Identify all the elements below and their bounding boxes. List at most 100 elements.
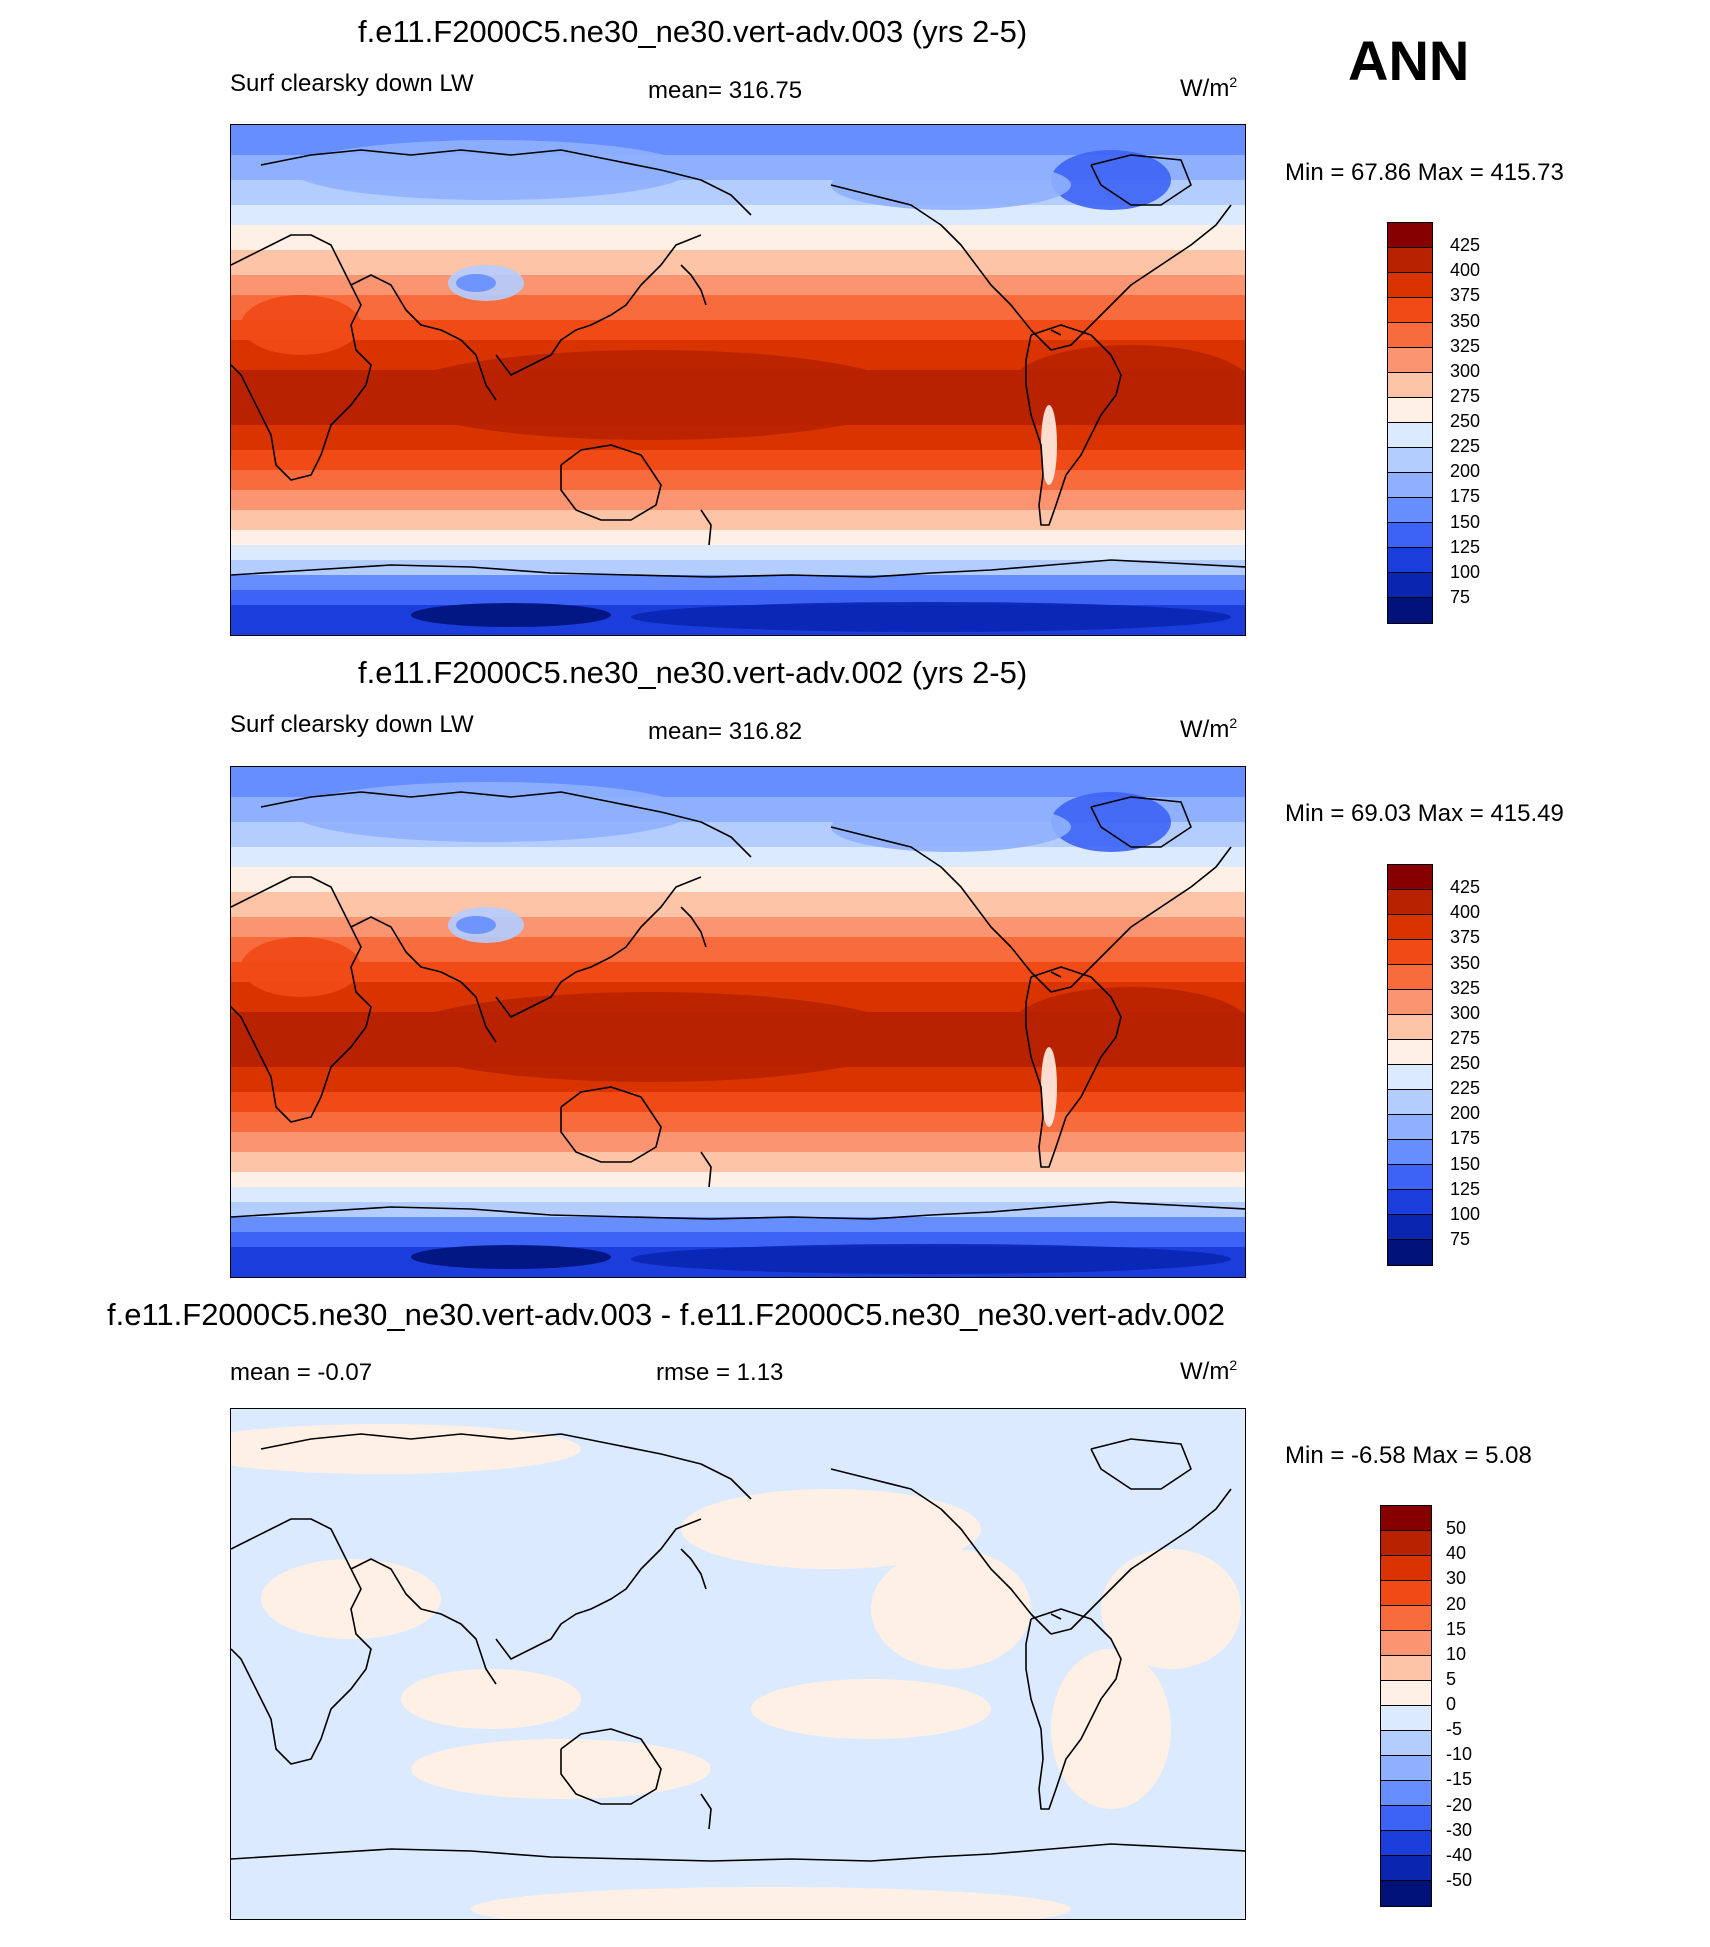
field-band bbox=[231, 250, 1245, 275]
panel2-minmax: Min = 69.03 Max = 415.49 bbox=[1285, 800, 1564, 827]
colorbar-tick-label: 0 bbox=[1446, 1694, 1457, 1714]
field-band bbox=[231, 892, 1245, 917]
panel1-minmax: Min = 67.86 Max = 415.73 bbox=[1285, 159, 1564, 186]
field-feature bbox=[631, 602, 1231, 632]
field-band bbox=[231, 320, 1245, 340]
field-feature bbox=[1041, 1047, 1057, 1127]
colorbar-swatch bbox=[1381, 1606, 1431, 1631]
diff-positive-area bbox=[751, 1679, 991, 1739]
colorbar-swatch bbox=[1388, 348, 1432, 373]
colorbar-swatch bbox=[1388, 1165, 1432, 1190]
field-band bbox=[231, 295, 1245, 320]
field-feature bbox=[241, 295, 361, 355]
colorbar-tick-label: 50 bbox=[1446, 1518, 1467, 1539]
panel2-map bbox=[230, 766, 1246, 1278]
colorbar-tick-label: 250 bbox=[1450, 411, 1481, 431]
coastline bbox=[1050, 846, 1232, 993]
field-band bbox=[231, 1187, 1245, 1202]
colorbar-swatch bbox=[1381, 1881, 1431, 1906]
colorbar-swatch bbox=[1388, 573, 1432, 598]
diff-positive-area bbox=[401, 1669, 581, 1729]
panel3-diff-field bbox=[231, 1409, 1245, 1919]
field-feature bbox=[391, 350, 911, 440]
colorbar-tick-label: 225 bbox=[1450, 1078, 1481, 1099]
field-band bbox=[231, 560, 1245, 575]
colorbar-swatch bbox=[1388, 890, 1432, 915]
field-band bbox=[231, 1132, 1245, 1152]
field-band bbox=[231, 575, 1245, 590]
colorbar-tick-label: 125 bbox=[1450, 1178, 1481, 1199]
colorbar-swatch bbox=[1388, 915, 1432, 940]
colorbar-tick-label: 20 bbox=[1446, 1593, 1467, 1614]
panel3-colorbar bbox=[1380, 1505, 1432, 1907]
field-feature bbox=[456, 274, 496, 292]
field-band bbox=[231, 275, 1245, 295]
coastline bbox=[260, 1433, 752, 1500]
panel2-coastlines bbox=[231, 791, 1245, 1220]
field-feature bbox=[1011, 345, 1245, 425]
field-band bbox=[231, 962, 1245, 982]
colorbar-swatch bbox=[1388, 598, 1432, 623]
field-band bbox=[231, 1172, 1245, 1187]
field-band bbox=[231, 225, 1245, 250]
panel3-units: W/m2 bbox=[1180, 1357, 1238, 1385]
panel1-map-svg bbox=[231, 125, 1245, 635]
colorbar-swatch bbox=[1388, 448, 1432, 473]
colorbar-tick-label: 200 bbox=[1450, 461, 1481, 482]
colorbar-swatch bbox=[1381, 1781, 1431, 1806]
colorbar-tick-label: -30 bbox=[1446, 1819, 1473, 1840]
panel3-mean-label: mean = -0.07 bbox=[230, 1359, 373, 1386]
coastline bbox=[495, 876, 702, 1018]
panel3-map-svg bbox=[231, 1409, 1245, 1919]
colorbar-swatch bbox=[1388, 323, 1432, 348]
colorbar-swatch bbox=[1381, 1756, 1431, 1781]
coastline bbox=[1050, 971, 1062, 978]
colorbar-tick-label: 350 bbox=[1450, 952, 1481, 973]
field-band bbox=[231, 510, 1245, 530]
panel3-map bbox=[230, 1408, 1246, 1920]
panel2-field-features bbox=[241, 782, 1245, 1274]
field-feature bbox=[831, 160, 1071, 210]
colorbar-tick-label: -40 bbox=[1446, 1844, 1473, 1865]
coastline bbox=[1050, 329, 1062, 336]
colorbar-tick-label: 400 bbox=[1450, 260, 1481, 281]
coastline bbox=[700, 1151, 712, 1188]
colorbar-tick-label: 15 bbox=[1446, 1618, 1467, 1639]
colorbar-swatch bbox=[1381, 1856, 1431, 1881]
colorbar-tick-label: 40 bbox=[1446, 1543, 1467, 1564]
field-band bbox=[231, 1092, 1245, 1112]
panel3-coastlines bbox=[231, 1433, 1245, 1862]
coastline bbox=[700, 1793, 712, 1830]
colorbar-tick-label: 425 bbox=[1450, 235, 1481, 256]
field-feature bbox=[411, 1245, 611, 1269]
coastline bbox=[231, 876, 372, 1123]
colorbar-tick-label: 175 bbox=[1450, 1128, 1481, 1149]
colorbar-tick-label: -10 bbox=[1446, 1744, 1473, 1765]
diff-positive-area bbox=[1051, 1649, 1171, 1809]
colorbar-swatch bbox=[1388, 473, 1432, 498]
coastline bbox=[560, 444, 662, 521]
panel1-map bbox=[230, 124, 1246, 636]
coastline bbox=[350, 916, 497, 1043]
colorbar-tick-label: 375 bbox=[1450, 285, 1481, 306]
coastline bbox=[260, 149, 752, 216]
colorbar-tick-label: 150 bbox=[1450, 1153, 1481, 1174]
coastline bbox=[495, 1518, 702, 1660]
colorbar-swatch bbox=[1388, 965, 1432, 990]
colorbar-tick-label: 150 bbox=[1450, 511, 1481, 532]
colorbar-tick-label: 100 bbox=[1450, 1203, 1481, 1224]
field-band bbox=[231, 545, 1245, 560]
field-band bbox=[231, 590, 1245, 605]
colorbar-swatch bbox=[1388, 1240, 1432, 1265]
field-band bbox=[231, 1202, 1245, 1217]
field-band bbox=[231, 470, 1245, 490]
coastline bbox=[560, 1728, 662, 1805]
colorbar-tick-label: 325 bbox=[1450, 977, 1481, 998]
coastline bbox=[1025, 324, 1122, 526]
colorbar-swatch bbox=[1381, 1531, 1431, 1556]
colorbar-swatch bbox=[1381, 1556, 1431, 1581]
coastline bbox=[1090, 154, 1192, 206]
field-feature bbox=[631, 1244, 1231, 1274]
colorbar-tick-label: 75 bbox=[1450, 586, 1471, 607]
panel2-units: W/m2 bbox=[1180, 715, 1238, 743]
